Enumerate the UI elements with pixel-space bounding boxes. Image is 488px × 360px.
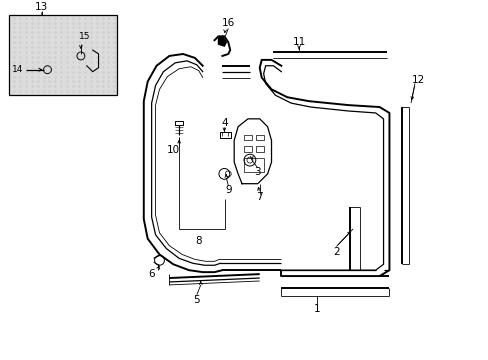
Text: 7: 7 xyxy=(256,193,263,202)
Text: 2: 2 xyxy=(332,247,339,257)
Text: 6: 6 xyxy=(148,269,155,279)
Bar xyxy=(244,158,263,172)
Text: 14: 14 xyxy=(12,65,23,74)
Bar xyxy=(244,135,251,140)
Text: 16: 16 xyxy=(221,18,234,27)
Text: 8: 8 xyxy=(195,236,202,246)
Text: 10: 10 xyxy=(166,145,180,155)
Text: 3: 3 xyxy=(254,167,261,177)
Bar xyxy=(9,15,117,95)
Text: 1: 1 xyxy=(313,305,319,315)
Bar xyxy=(255,147,263,152)
Polygon shape xyxy=(218,36,226,46)
Text: 12: 12 xyxy=(411,75,425,85)
Bar xyxy=(220,132,231,139)
Text: 4: 4 xyxy=(221,118,227,128)
Text: 13: 13 xyxy=(35,2,48,12)
Text: 11: 11 xyxy=(292,37,305,47)
Bar xyxy=(255,135,263,140)
Bar xyxy=(244,147,251,152)
Text: 15: 15 xyxy=(79,32,90,41)
Text: 9: 9 xyxy=(224,185,231,195)
Text: 5: 5 xyxy=(193,294,200,305)
